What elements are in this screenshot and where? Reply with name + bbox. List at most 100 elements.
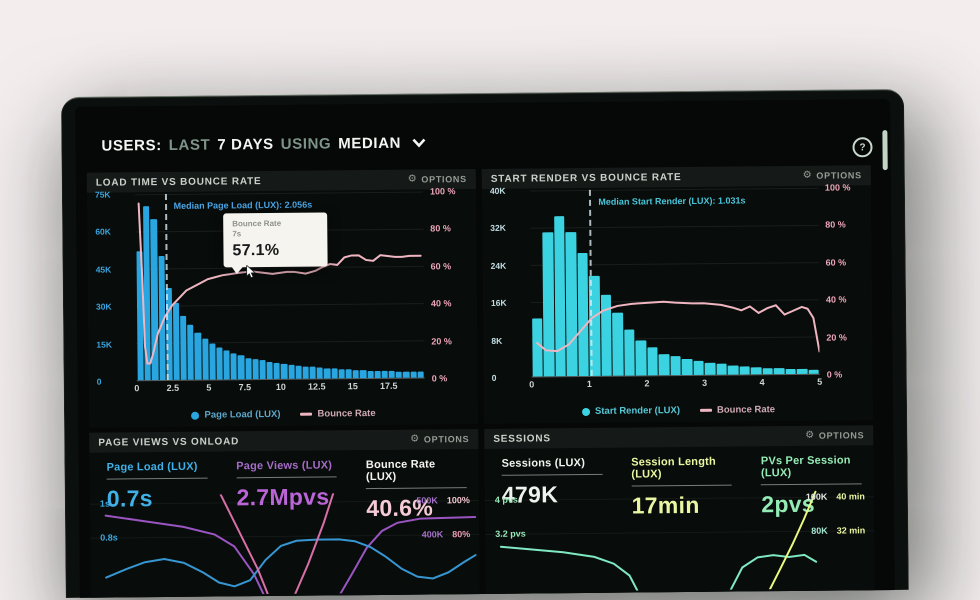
axis-tick-label: 16K (490, 297, 507, 309)
metric-underline (236, 476, 338, 479)
legend-start-render[interactable]: Start Render (LUX) (581, 405, 681, 417)
options-button[interactable]: ⚙ OPTIONS (410, 434, 469, 445)
metric-label: PVs Per Session (LUX) (760, 454, 851, 480)
legend-bounce-rate[interactable]: Bounce Rate (300, 407, 376, 420)
axis-tick-label: 0 % (431, 373, 448, 384)
scrollbar[interactable] (882, 130, 888, 171)
axis-tick-label: 100 % (429, 186, 456, 197)
y-axis-right: 100 % 80 % 60 % 40 % 20 % 0 % (423, 186, 478, 383)
metric-underline (631, 484, 733, 487)
metric-underline (366, 487, 467, 490)
axis-label: 400K (421, 529, 444, 540)
x-tick-label: 10 (275, 381, 286, 392)
metric-label: Page Views (LUX) (236, 459, 333, 473)
x-tick-label: 0 (529, 379, 535, 390)
axis-label: 80% (452, 529, 471, 540)
options-label: OPTIONS (816, 170, 862, 181)
metric-underline (501, 473, 603, 476)
x-tick-label: 5 (817, 376, 823, 387)
panel-title: SESSIONS (493, 432, 551, 445)
x-tick-label: 15 (347, 381, 358, 392)
axis-tick-label: 60 % (430, 261, 452, 272)
y-axis-left: 75K 60K 45K 30K 15K 0 (87, 189, 137, 387)
axis-label-group: 100K 40 min (806, 491, 865, 502)
gear-icon: ⚙ (410, 433, 420, 445)
legend: Page Load (LUX) Bounce Rate (89, 407, 478, 422)
axis-label: 100K (805, 491, 828, 502)
panel-title: PAGE VIEWS VS ONLOAD (98, 435, 240, 449)
metric-underline (761, 483, 862, 486)
axis-label-group: 400K 80% (422, 529, 471, 539)
x-tick-label: 5 (206, 382, 212, 393)
spark-line (218, 492, 336, 596)
axis-tick-label: 20 % (826, 332, 847, 343)
x-tick-label: 7.5 (238, 382, 252, 393)
tooltip: Bounce Rate 7s 57.1% (223, 212, 328, 274)
laptop-frame: USERS: LAST 7 DAYS USING MEDIAN ? LOAD T… (61, 88, 909, 598)
spark-line (106, 538, 476, 588)
legend-dash-icon (699, 408, 713, 412)
x-tick-label: 4 (759, 377, 765, 388)
days-label: 7 DAYS (217, 135, 274, 154)
y-axis-right: 100 % 80 % 60 % 40 % 20 % 0 % (818, 182, 873, 379)
spark-line (106, 512, 477, 596)
metric-label: Sessions (LUX) (501, 456, 586, 470)
axis-tick-label: 30K (95, 301, 112, 312)
median-annotation: Median Page Load (LUX): 2.056s (173, 199, 313, 211)
options-label: OPTIONS (423, 434, 470, 445)
axis-tick-label: 0 % (826, 369, 843, 380)
legend-page-load[interactable]: Page Load (LUX) (191, 409, 281, 421)
mouse-cursor (246, 265, 256, 279)
metric-label: Bounce Rate (LUX) (365, 458, 436, 484)
axis-tick-label: 60 % (825, 257, 847, 268)
using-label: USING (280, 135, 332, 153)
sparkline-svg (485, 488, 875, 592)
x-tick-label: 0 (134, 383, 140, 394)
axis-tick-label: 100 % (824, 182, 851, 193)
axis-tick-label: 75K (94, 189, 111, 200)
legend-dot-icon (581, 407, 591, 416)
axis-tick-label: 0 (96, 376, 102, 387)
axis-label: 32 min (836, 525, 866, 536)
axis-tick-label: 20 % (431, 335, 452, 347)
options-button[interactable]: ⚙ OPTIONS (408, 174, 467, 185)
axis-label: 1s (99, 498, 110, 509)
sparkline-page-views: 1s 0.8s 500K 100% 400K 80% (89, 492, 480, 596)
axis-label: 3.2 pvs (495, 528, 526, 539)
options-label: OPTIONS (421, 174, 467, 185)
spark-line (501, 544, 817, 592)
sparkline-sessions: 4 pvs 3.2 pvs 100K 40 min 80K 32 min (484, 488, 875, 592)
legend-bounce-rate[interactable]: Bounce Rate (699, 404, 775, 416)
axis-tick-label: 15K (96, 339, 113, 350)
users-label: USERS: (101, 137, 162, 155)
axis-label: 40 min (836, 491, 865, 502)
users-period-dropdown[interactable]: USERS: LAST 7 DAYS USING MEDIAN (101, 134, 426, 155)
legend: Start Render (LUX) Bounce Rate (484, 403, 873, 418)
bounce-rate-line (135, 192, 425, 381)
axis-label-group: 500K 100% (416, 495, 470, 506)
axis-label: 80K (811, 525, 828, 536)
options-label: OPTIONS (818, 430, 865, 441)
sparkline-svg (90, 492, 480, 596)
plot-area: Median Start Render (LUX): 1.031s 0 1 2 3 4 5 (529, 187, 822, 390)
x-tick-label: 2.5 (166, 382, 180, 394)
dashboard-screen: USERS: LAST 7 DAYS USING MEDIAN ? LOAD T… (75, 99, 895, 598)
x-tick-label: 12.5 (307, 381, 326, 392)
axis-tick-label: 0 (491, 372, 497, 383)
tooltip-subtitle: 7s (232, 229, 242, 239)
x-axis: 0 1 2 3 4 5 (529, 374, 823, 391)
options-button[interactable]: ⚙ OPTIONS (805, 430, 864, 441)
tooltip-value: 57.1% (232, 241, 280, 260)
axis-label: 500K (416, 495, 438, 506)
options-button[interactable]: ⚙ OPTIONS (803, 170, 862, 181)
help-button[interactable]: ? (852, 137, 873, 158)
axis-tick-label: 24K (490, 260, 507, 271)
axis-tick-label: 80 % (430, 223, 451, 234)
metric-label: Session Length (LUX) (631, 455, 716, 481)
legend-label: Start Render (LUX) (594, 405, 681, 417)
axis-tick-label: 80 % (825, 219, 846, 231)
axis-tick-label: 40 % (430, 298, 452, 309)
last-label: LAST (168, 136, 211, 154)
legend-label: Bounce Rate (317, 407, 376, 420)
axis-tick-label: 40 % (825, 294, 847, 305)
